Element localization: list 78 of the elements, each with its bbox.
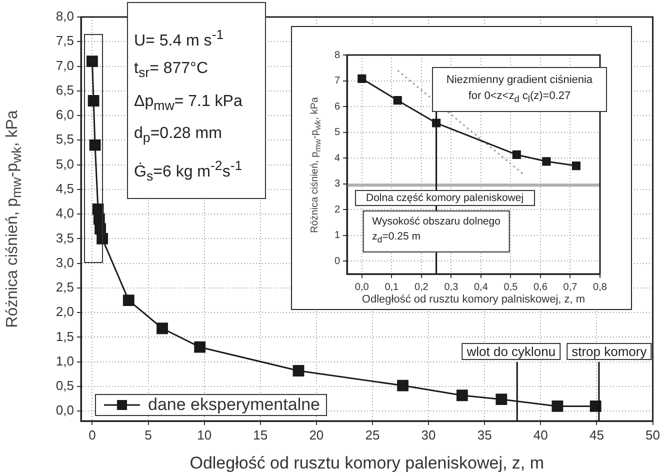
point — [122, 294, 134, 306]
point — [358, 74, 366, 83]
x-tick-label: 10 — [197, 427, 212, 442]
y-tick-label: 2,5 — [56, 280, 74, 295]
note-box: Niezmienny gradient ciśnienia for 0<z<z$_{d}$ c$_{l}$(z)=0.27 — [432, 67, 607, 112]
x-tick-label: 0 — [88, 427, 96, 442]
point — [89, 139, 101, 151]
annotation: U= 5.4 m s$^{-1}$ — [134, 26, 225, 52]
y-tick-label: 7,5 — [56, 33, 74, 48]
ref-line-label: strop komory — [566, 342, 652, 360]
x-tick-label: 40 — [533, 427, 548, 442]
annotation: for 0<z<z$_{d}$ c$_{l}$(z)=0.27 — [467, 89, 572, 106]
y-tick-label: 6 — [334, 101, 340, 112]
y-tick-label: 8,0 — [56, 8, 74, 24]
x-axis-title: Odległość od rusztu komory paleniskowej, z, m — [190, 453, 544, 472]
point — [156, 322, 168, 334]
x-tick-label: 35 — [477, 427, 492, 442]
annotation: Δp$_{mw}$= 7.1 kPa — [134, 92, 244, 115]
y-tick-label: 4 — [334, 152, 340, 164]
y-tick-label: 7,0 — [56, 58, 74, 73]
y-tick-label: 4,5 — [56, 181, 74, 196]
y-tick-label: 6,5 — [56, 82, 74, 98]
annotation: t$_{sr}$= 877°C — [134, 59, 209, 83]
y-tick-label: 5,5 — [56, 132, 74, 147]
x-tick-label: 20 — [309, 427, 324, 442]
y-tick-label: 6,0 — [56, 107, 74, 122]
x-tick-label: 0,8 — [593, 282, 608, 293]
y-tick-label: 4,0 — [56, 206, 74, 221]
point — [542, 157, 551, 166]
x-tick-label: 0,1 — [384, 282, 400, 293]
point — [512, 150, 521, 159]
y-tick-label: 0 — [334, 256, 340, 267]
y-tick-label: 3,0 — [56, 254, 74, 270]
point — [292, 365, 304, 376]
y-tick-label: 3,5 — [56, 230, 74, 246]
y-tick-label: 1,5 — [56, 328, 74, 344]
y-tick-label: 8 — [334, 50, 340, 61]
point — [393, 96, 402, 105]
x-tick-label: 0,6 — [534, 282, 548, 293]
annotation: Ġ$_{s}$=6 kg m$^{-2}$s$^{-1}$ — [134, 156, 244, 186]
x-tick-label: 50 — [646, 427, 660, 442]
point — [194, 341, 206, 353]
x-tick-label: 25 — [365, 427, 380, 442]
annotation: Niezmienny gradient ciśnienia — [445, 73, 594, 88]
x-tick-label: 45 — [589, 427, 604, 442]
point — [456, 390, 468, 402]
y-tick-label: 0,0 — [56, 402, 74, 418]
y-tick-label: 5,0 — [56, 156, 74, 172]
point — [572, 162, 580, 170]
x-tick-label: 5 — [144, 427, 152, 442]
ref-line-label: wlot do cyklonu — [462, 342, 561, 360]
annotation: d$_{p}$=0.28 mm — [134, 124, 223, 147]
point — [397, 380, 408, 392]
point — [552, 400, 564, 412]
x-tick-label: 0,5 — [504, 282, 518, 293]
x-tick-label: 15 — [253, 427, 268, 442]
point — [496, 394, 508, 406]
x-tick-label: 0,3 — [444, 282, 459, 293]
y-tick-label: 2 — [334, 204, 340, 216]
y-tick-label: 1 — [334, 230, 340, 242]
legend-label: dane eksperymentalne — [148, 395, 320, 415]
y-tick-label: 5 — [334, 127, 340, 138]
point — [86, 56, 98, 68]
y-tick-label: 3 — [334, 178, 340, 190]
x-tick-label: 0,4 — [474, 282, 488, 293]
ref-line-label: Wysokość obszaru dolnego z$_{d}$=0.25 m — [363, 210, 510, 252]
x-tick-label: 0,0 — [354, 282, 370, 293]
y-tick-label: 0,5 — [56, 378, 74, 394]
point — [88, 95, 100, 106]
ref-line-label: Dolna część komory paleniskowej — [355, 190, 535, 206]
x-tick-label: 30 — [421, 427, 436, 442]
y-tick-label: 1,0 — [56, 353, 74, 368]
point — [590, 400, 602, 412]
x-tick-label: 0,7 — [563, 282, 578, 293]
y-tick-label: 7 — [334, 76, 340, 87]
x-tick-label: 0,2 — [414, 282, 429, 293]
y-tick-label: 2,0 — [56, 304, 74, 320]
x-axis-title: Odległość od rusztu komory palniskowej, z, m — [362, 293, 586, 306]
